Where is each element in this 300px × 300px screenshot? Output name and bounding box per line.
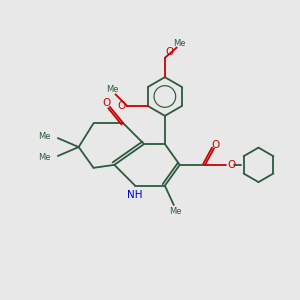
Text: O: O [118, 100, 126, 111]
Text: O: O [228, 160, 236, 170]
Text: Me: Me [169, 207, 182, 216]
Text: O: O [103, 98, 111, 108]
Text: NH: NH [128, 190, 143, 200]
Text: Me: Me [38, 153, 50, 162]
Text: O: O [211, 140, 220, 150]
Text: O: O [166, 47, 174, 57]
Text: Me: Me [106, 85, 119, 94]
Text: Me: Me [173, 39, 186, 48]
Text: Me: Me [38, 132, 50, 141]
